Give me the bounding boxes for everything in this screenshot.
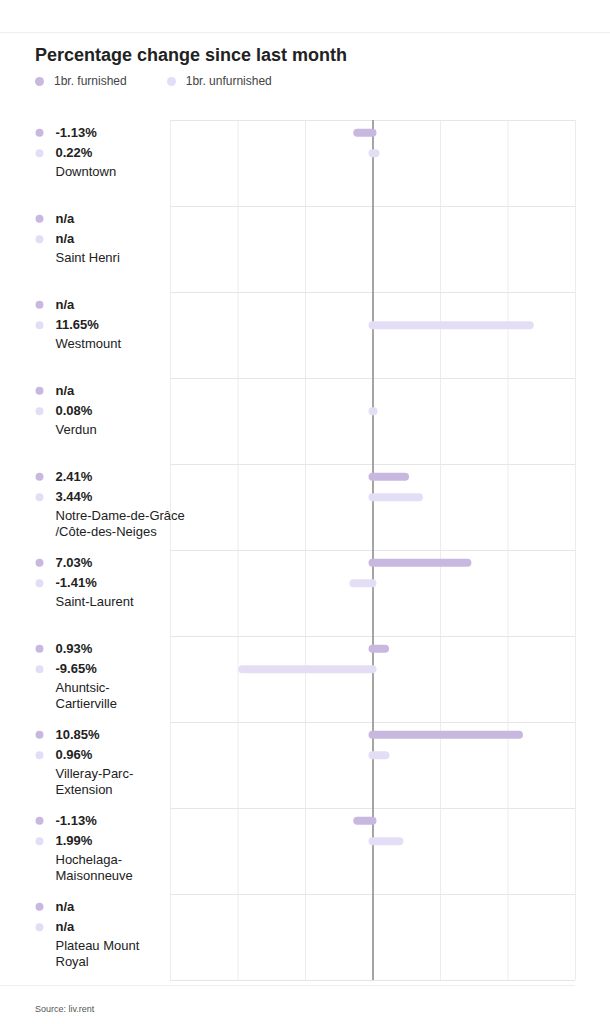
html-text:1br. furnished: 1br. furnished bbox=[54, 74, 127, 88]
svg-text:n/a: n/a bbox=[56, 383, 76, 398]
svg-text:1.99%: 1.99% bbox=[56, 833, 93, 848]
svg-text:n/a: n/a bbox=[56, 211, 76, 226]
html-text:Source: liv.rent: Source: liv.rent bbox=[35, 1004, 95, 1014]
svg-text:3.44%: 3.44% bbox=[56, 489, 93, 504]
svg-text:Downtown: Downtown bbox=[56, 164, 117, 179]
svg-text:2.41%: 2.41% bbox=[56, 469, 93, 484]
svg-text:Ahuntsic-Cartierville: Ahuntsic-Cartierville bbox=[56, 680, 117, 711]
svg-text:Villeray-Parc-Extension: Villeray-Parc-Extension bbox=[56, 766, 134, 797]
svg-text:0.96%: 0.96% bbox=[56, 747, 93, 762]
svg-text:0.08%: 0.08% bbox=[56, 403, 93, 418]
svg-text:Notre-Dame-de-Grâce/Côte-des-N: Notre-Dame-de-Grâce/Côte-des-Neiges bbox=[56, 508, 185, 539]
svg-text:-9.65%: -9.65% bbox=[56, 661, 98, 676]
svg-text:0.22%: 0.22% bbox=[56, 145, 93, 160]
svg-text:10.85%: 10.85% bbox=[56, 727, 101, 742]
html-text:1br. unfurnished: 1br. unfurnished bbox=[185, 74, 272, 88]
svg-text:-1.13%: -1.13% bbox=[56, 125, 98, 140]
svg-text:Verdun: Verdun bbox=[56, 422, 97, 437]
svg-text:Saint-Laurent: Saint-Laurent bbox=[56, 594, 134, 609]
svg-text:7.03%: 7.03% bbox=[56, 555, 93, 570]
svg-text:0.93%: 0.93% bbox=[56, 641, 93, 656]
svg-text:-1.13%: -1.13% bbox=[56, 813, 98, 828]
svg-text:Plateau MountRoyal: Plateau MountRoyal bbox=[56, 938, 140, 969]
svg-text:n/a: n/a bbox=[56, 231, 76, 246]
svg-text:-1.41%: -1.41% bbox=[56, 575, 98, 590]
svg-text:Westmount: Westmount bbox=[56, 336, 122, 351]
svg-text:n/a: n/a bbox=[56, 899, 76, 914]
svg-text:n/a: n/a bbox=[56, 919, 76, 934]
svg-text:11.65%: 11.65% bbox=[56, 317, 100, 332]
svg-text:Hochelaga-Maisonneuve: Hochelaga-Maisonneuve bbox=[56, 852, 133, 883]
svg-text:Saint Henri: Saint Henri bbox=[56, 250, 120, 265]
svg-text:n/a: n/a bbox=[56, 297, 76, 312]
html-text:Percentage change since last m: Percentage change since last month bbox=[35, 45, 348, 65]
